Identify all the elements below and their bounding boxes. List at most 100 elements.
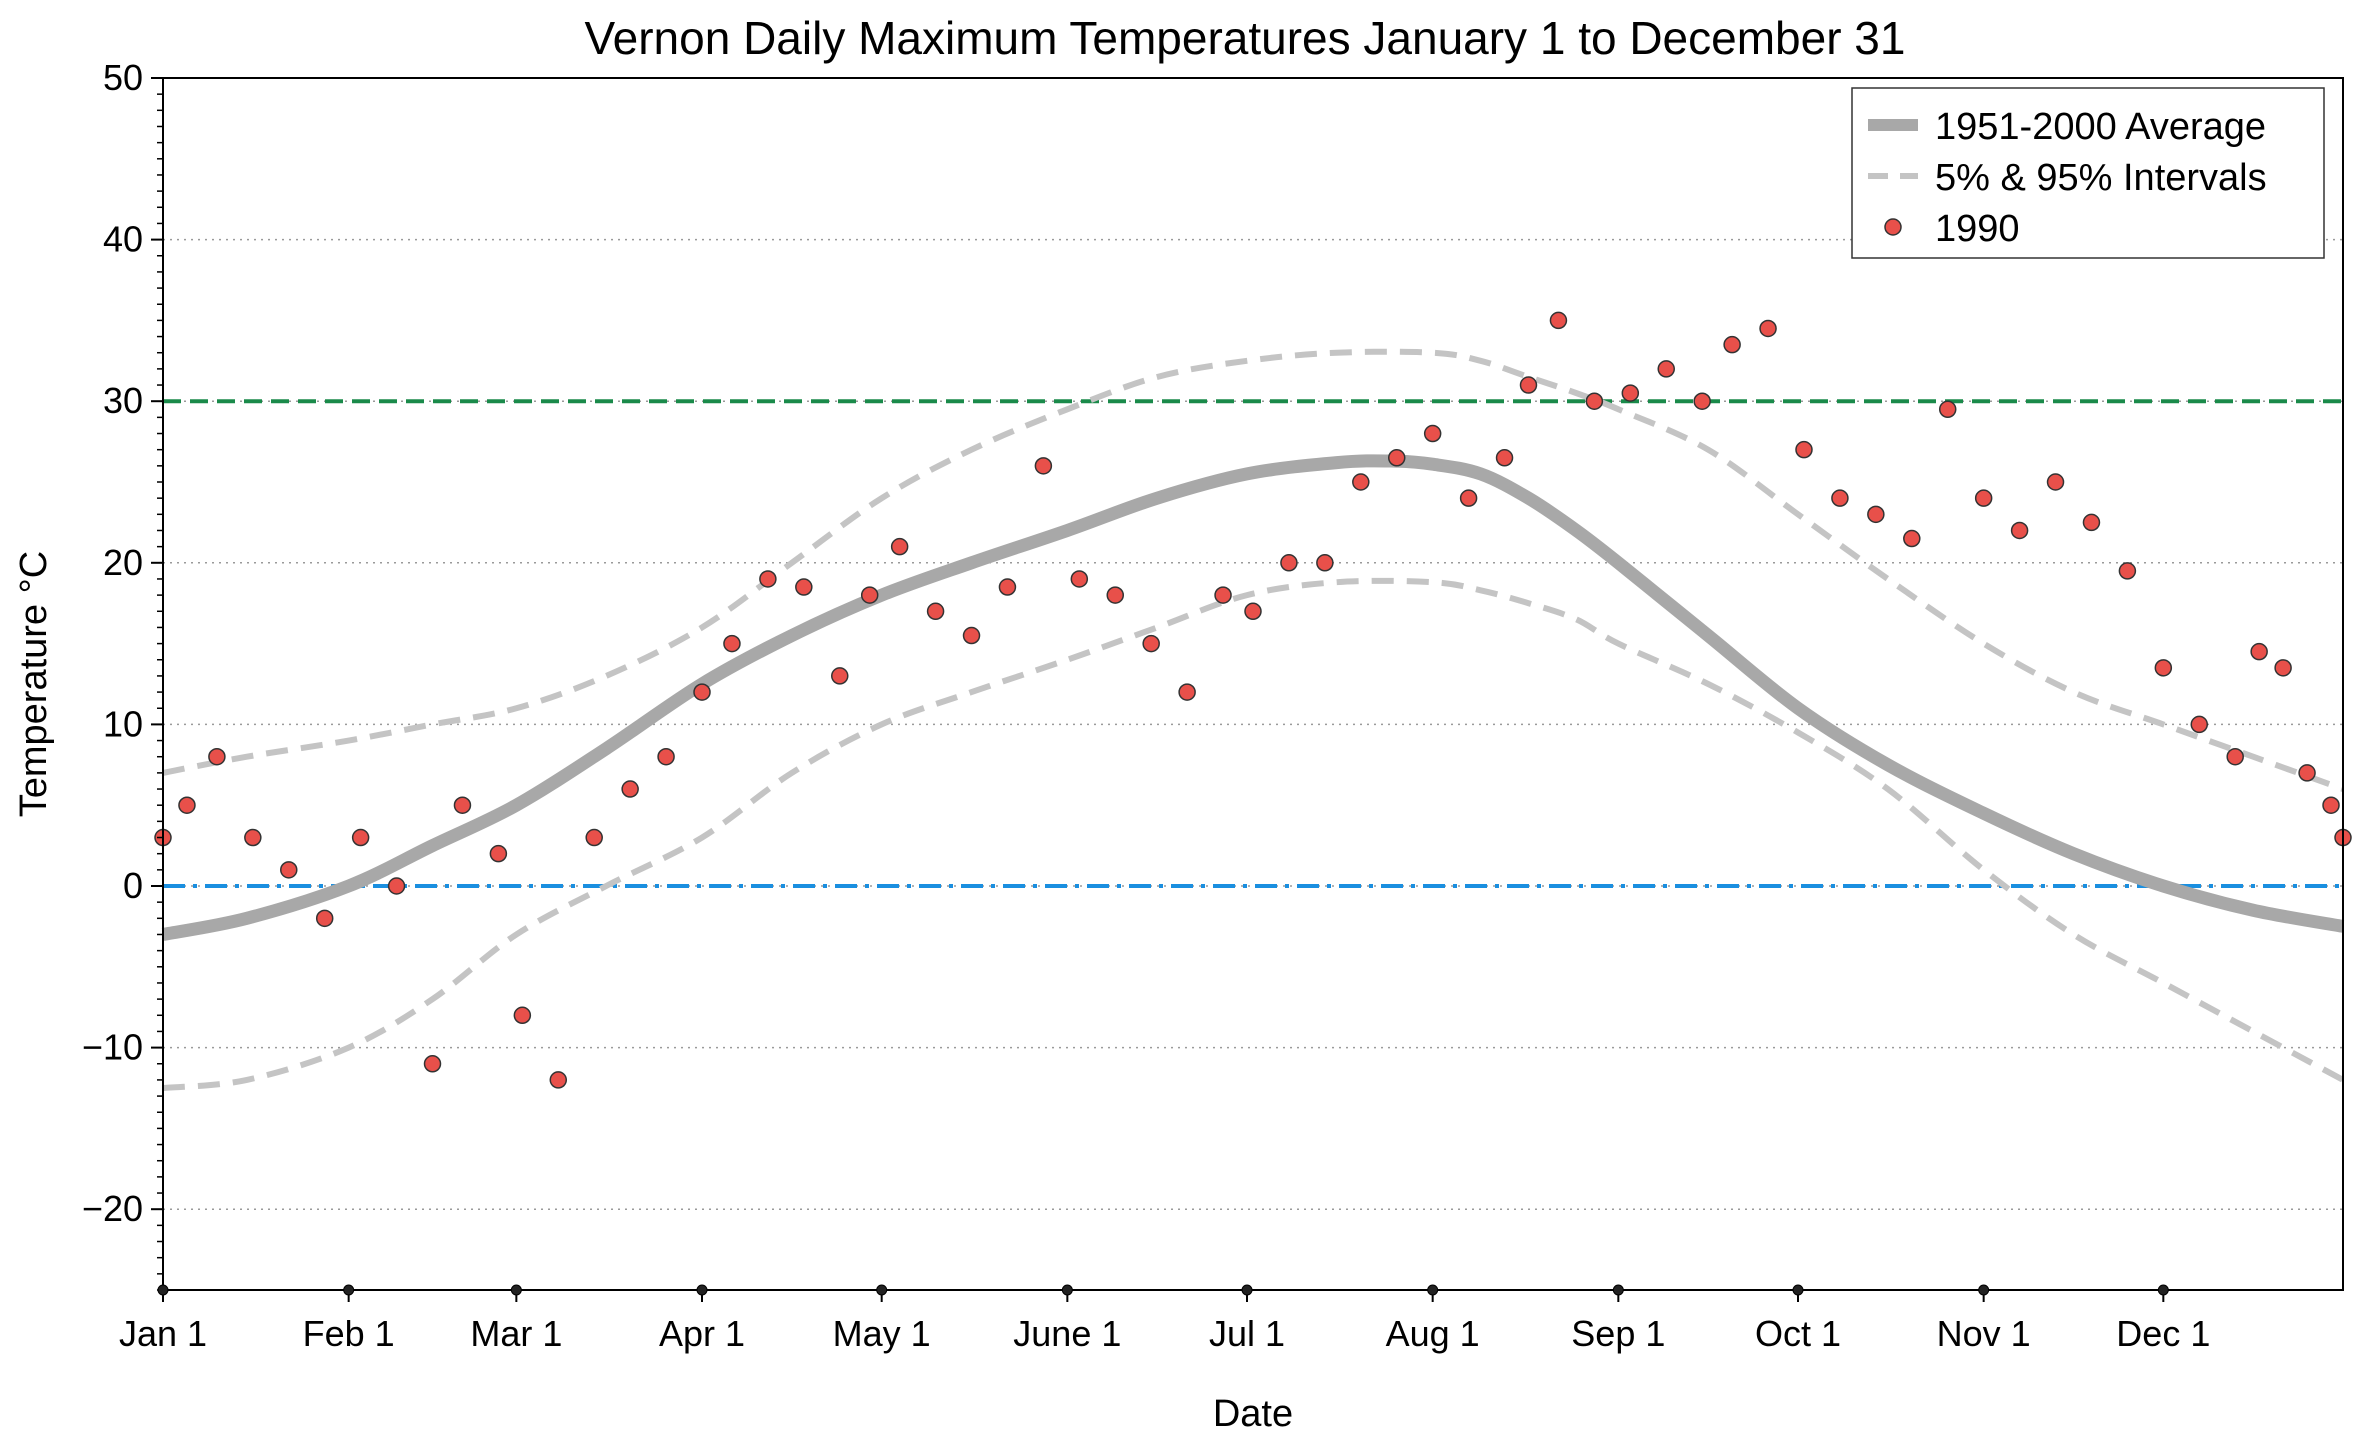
data-point-1990 — [926, 602, 945, 621]
x-month-marker — [343, 1284, 355, 1296]
data-point-1990 — [2118, 562, 2137, 580]
data-point-1990 — [1178, 683, 1196, 701]
y-tick-label: 10 — [103, 703, 143, 744]
data-point-1990 — [860, 586, 879, 604]
x-month-marker — [1792, 1284, 1804, 1296]
data-point-1990 — [1495, 449, 1514, 467]
data-point-1990 — [2298, 764, 2316, 782]
data-point-1990 — [657, 747, 675, 766]
data-point-1990 — [1549, 311, 1568, 330]
data-point-1990 — [1723, 335, 1741, 354]
x-month-marker — [1427, 1284, 1439, 1296]
y-tick-label: 40 — [103, 219, 143, 260]
x-tick-label: Aug 1 — [1386, 1313, 1480, 1354]
data-point-1990 — [1867, 505, 1885, 524]
x-tick-label: Dec 1 — [2116, 1313, 2210, 1354]
legend-label-intervals: 5% & 95% Intervals — [1935, 157, 2267, 199]
interval-line — [162, 348, 2345, 792]
x-month-marker — [1061, 1284, 1073, 1296]
data-point-1990 — [1280, 554, 1298, 572]
data-point-1990 — [1070, 570, 1089, 588]
data-point-1990 — [423, 1055, 442, 1073]
data-point-1990 — [1795, 440, 1813, 459]
data-point-1990 — [1657, 360, 1675, 378]
data-point-1990 — [1106, 586, 1125, 604]
data-point-1990 — [351, 828, 370, 847]
data-point-1990 — [1459, 489, 1478, 507]
x-month-marker — [1978, 1284, 1990, 1296]
scatter-points — [154, 311, 2352, 1089]
x-axis-title: Date — [1213, 1393, 1293, 1432]
y-tick-label: 50 — [103, 57, 143, 98]
data-point-1990 — [1693, 392, 1711, 410]
data-point-1990 — [2190, 715, 2209, 734]
y-tick-label: −10 — [82, 1027, 143, 1068]
data-point-1990 — [1034, 457, 1053, 475]
data-point-1990 — [759, 570, 777, 588]
y-tick-label: 0 — [123, 865, 143, 906]
x-tick-label: Jul 1 — [1209, 1313, 1285, 1354]
y-axis-title: Temperature °C — [13, 551, 55, 818]
data-point-1990 — [178, 796, 196, 814]
x-month-marker — [157, 1284, 169, 1296]
data-point-1990 — [890, 537, 909, 556]
data-point-1990 — [2082, 513, 2101, 532]
x-tick-label: Oct 1 — [1755, 1313, 1841, 1354]
data-point-1990 — [585, 828, 603, 847]
x-tick-label: Jan 1 — [119, 1313, 207, 1354]
data-point-1990 — [315, 909, 334, 928]
x-month-marker — [876, 1284, 888, 1296]
legend-swatch-1990 — [1884, 218, 1902, 236]
reference-lines — [163, 399, 2343, 888]
x-tick-label: Apr 1 — [659, 1313, 745, 1354]
data-point-1990 — [1974, 489, 1993, 507]
data-point-1990 — [723, 634, 741, 653]
plot-frame — [162, 77, 2344, 1291]
interval-line — [162, 577, 2345, 1091]
data-point-1990 — [1519, 376, 1538, 394]
series-layer — [161, 348, 2345, 1091]
grid-layer — [163, 238, 2343, 1210]
data-point-1990 — [549, 1071, 568, 1089]
data-point-1990 — [2274, 659, 2292, 677]
x-tick-label: June 1 — [1013, 1313, 1121, 1354]
y-tick-label: −20 — [82, 1188, 143, 1229]
data-point-1990 — [2010, 521, 2029, 540]
data-point-1990 — [2322, 796, 2340, 814]
x-tick-label: May 1 — [833, 1313, 931, 1354]
data-point-1990 — [1244, 602, 1262, 621]
data-point-1990 — [387, 877, 406, 895]
data-point-1990 — [280, 861, 298, 879]
data-point-1990 — [998, 578, 1017, 596]
data-point-1990 — [1903, 529, 1921, 548]
x-tick-label: Sep 1 — [1571, 1313, 1665, 1354]
data-point-1990 — [1423, 424, 1442, 443]
data-point-1990 — [831, 667, 849, 685]
data-point-1990 — [1585, 392, 1604, 410]
data-point-1990 — [1621, 384, 1640, 402]
data-point-1990 — [1316, 554, 1334, 572]
x-month-marker — [1612, 1284, 1624, 1296]
data-point-1990 — [1142, 634, 1160, 653]
data-point-1990 — [453, 796, 472, 814]
legend: 1951-2000 Average 5% & 95% Intervals 199… — [1851, 87, 2325, 259]
x-month-marker — [2157, 1284, 2169, 1296]
data-point-1990 — [1938, 400, 1957, 419]
y-tick-label: 30 — [103, 380, 143, 421]
data-point-1990 — [1214, 586, 1232, 604]
data-point-1990 — [621, 780, 639, 798]
data-point-1990 — [208, 747, 226, 766]
data-point-1990 — [2154, 659, 2173, 677]
average-line — [161, 454, 2345, 941]
y-tick-label: 20 — [103, 542, 143, 583]
x-tick-label: Mar 1 — [470, 1313, 562, 1354]
legend-box — [1851, 87, 2325, 259]
x-tick-label: Nov 1 — [1937, 1313, 2031, 1354]
legend-label-average: 1951-2000 Average — [1935, 106, 2266, 148]
data-point-1990 — [2250, 642, 2268, 661]
x-month-marker — [510, 1284, 522, 1296]
data-point-1990 — [2046, 473, 2065, 491]
x-tick-label: Feb 1 — [303, 1313, 395, 1354]
data-point-1990 — [795, 578, 813, 596]
